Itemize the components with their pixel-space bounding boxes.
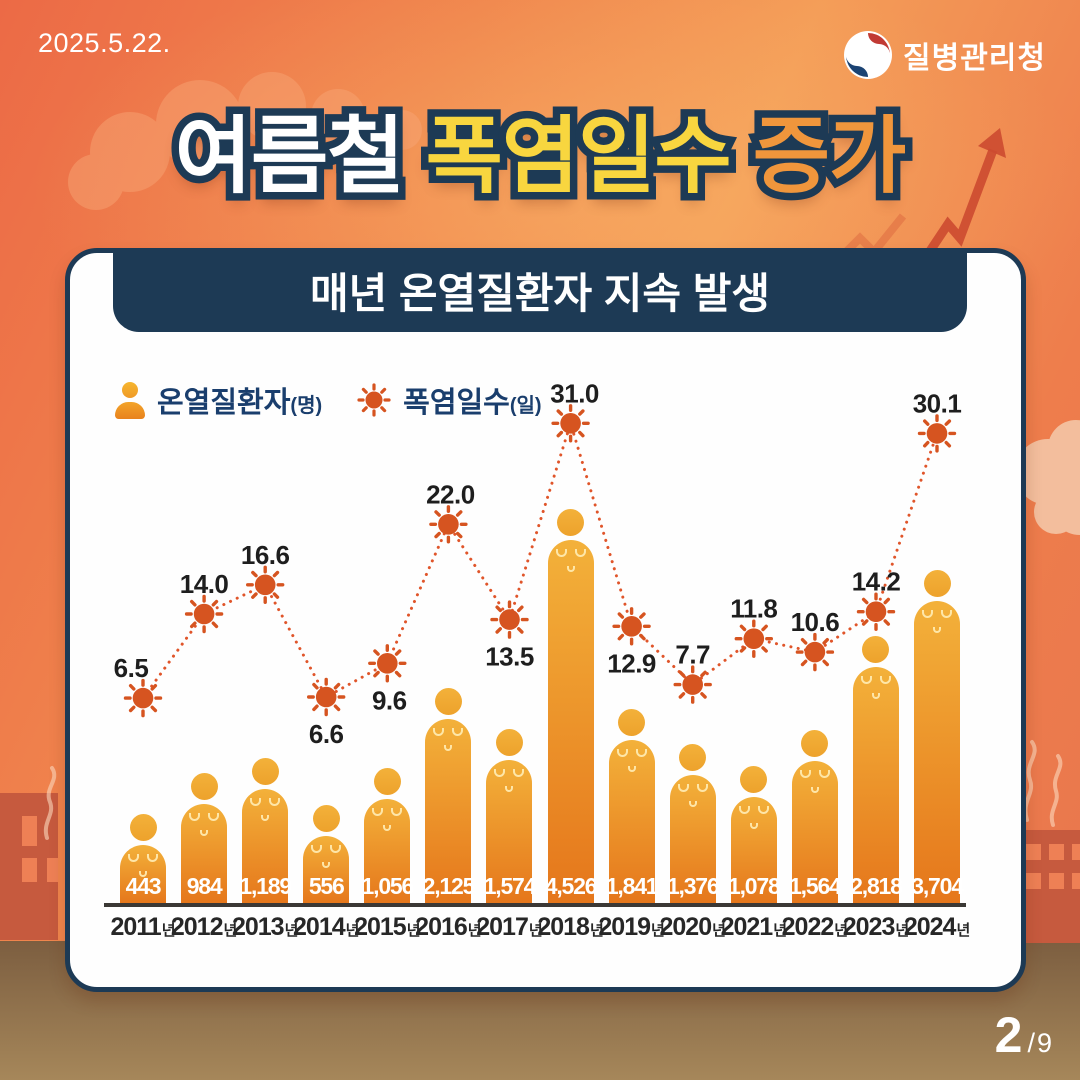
- window: [1026, 844, 1041, 860]
- legend-heatwave-label: 폭염일수: [403, 387, 510, 419]
- title-word-2: 폭염일수 폭염일수: [418, 102, 739, 211]
- page-title: 여름철 여름철 폭염일수 폭염일수 증가 증가: [0, 102, 1080, 211]
- taegeuk-icon: [844, 31, 892, 79]
- legend-heatwave: 폭염일수(일): [403, 379, 541, 421]
- sun-icon: [357, 383, 391, 417]
- legend-heatwave-unit: (일): [509, 395, 542, 417]
- legend-patients-label: 온열질환자: [157, 387, 291, 419]
- page-total: /9: [1027, 1028, 1054, 1059]
- title-word-2-fill: 폭염일수: [425, 109, 732, 203]
- title-word-1: 여름철 여름철: [167, 102, 412, 211]
- window: [47, 858, 58, 882]
- chart-legend: 온열질환자(명) 폭염일수(일): [114, 379, 542, 421]
- window: [22, 816, 37, 846]
- legend-patients-unit: (명): [290, 395, 323, 417]
- title-word-3: 증가 증가: [745, 102, 914, 211]
- title-word-3-outline: 증가: [745, 102, 914, 211]
- title-word-1-fill: 여름철: [174, 109, 405, 203]
- agency-name: 질병관리청: [903, 42, 1046, 75]
- window: [1026, 873, 1041, 889]
- title-word-1-outline: 여름철: [167, 102, 412, 211]
- x-axis-line: [104, 903, 966, 907]
- window: [1049, 844, 1064, 860]
- page-current: 2: [994, 1007, 1023, 1063]
- cloud: [68, 72, 422, 210]
- window: [1049, 873, 1064, 889]
- page-separator: /: [1027, 1028, 1037, 1058]
- date-text: 2025.5.22.: [38, 28, 171, 58]
- legend-patients: 온열질환자(명): [157, 379, 322, 421]
- chart-title-text: 매년 온열질환자 지속 발생: [309, 269, 771, 317]
- chart-card: [65, 248, 1026, 992]
- window: [22, 858, 37, 882]
- window: [1072, 873, 1080, 889]
- kdca-logo: 질병관리청: [843, 30, 1046, 80]
- page-total-number: 9: [1036, 1028, 1054, 1058]
- title-word-3-fill: 증가: [752, 109, 907, 203]
- chart-title-banner: 매년 온열질환자 지속 발생: [113, 248, 967, 332]
- cloud: [1015, 420, 1080, 535]
- window: [1072, 844, 1080, 860]
- building-right: [1018, 830, 1080, 943]
- person-icon: [114, 382, 146, 419]
- title-word-2-outline: 폭염일수: [418, 102, 739, 211]
- page-indicator: 2 /9: [995, 1006, 1054, 1064]
